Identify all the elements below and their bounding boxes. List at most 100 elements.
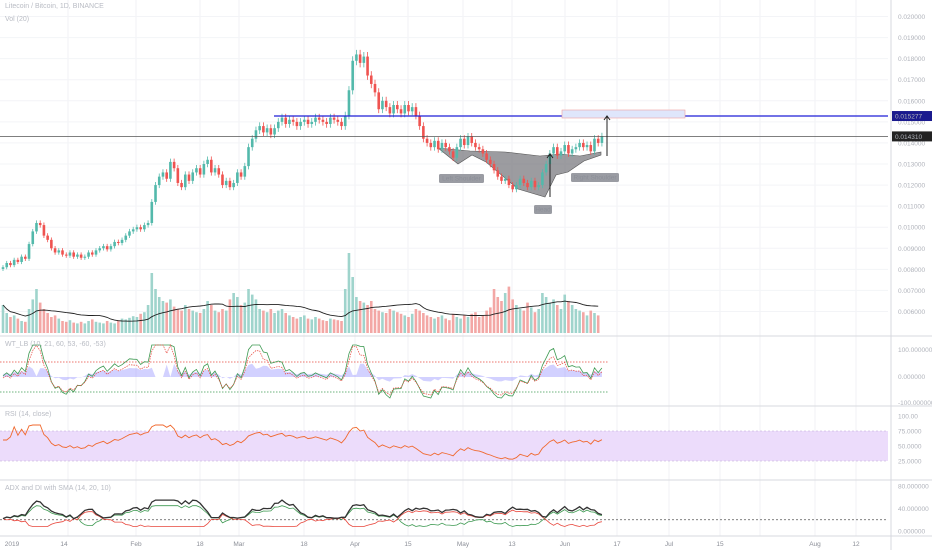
candle-body (455, 147, 459, 158)
candle-body (68, 252, 72, 256)
price-axis-label: 0.016000 (898, 98, 925, 105)
candle-body (325, 121, 328, 124)
volume-bar (407, 317, 410, 333)
candle-body (366, 56, 369, 76)
candle-body (217, 168, 221, 175)
volume-bar (593, 313, 596, 333)
volume-bar (50, 317, 53, 333)
time-axis-label: Aug (809, 541, 821, 548)
volume-bar (5, 313, 9, 333)
candle-body (5, 263, 9, 268)
volume-bar (377, 310, 381, 333)
candle-body (466, 136, 470, 146)
volume-bar (236, 297, 239, 333)
candle-body (87, 252, 90, 257)
volume-bar (552, 299, 555, 333)
candle-body (462, 138, 466, 146)
candle-body (224, 180, 228, 186)
candle-body (113, 241, 116, 247)
candle-body (492, 164, 496, 171)
candle-body (117, 241, 120, 243)
volume-bar (98, 322, 102, 333)
volume-bar (317, 318, 321, 333)
time-axis-label: 17 (613, 541, 621, 548)
volume-bar (526, 302, 529, 333)
volume-bar (250, 294, 254, 333)
candle-body (407, 105, 410, 112)
volume-bar (440, 315, 444, 333)
adx-axis-label: 0.000000 (898, 529, 925, 536)
volume-bar (273, 313, 276, 333)
volume-bar (503, 293, 507, 333)
volume-bar (444, 318, 447, 333)
time-axis-label: 18 (300, 541, 308, 548)
volume-bar (578, 310, 581, 333)
candle-body (206, 159, 209, 164)
candle-body (50, 239, 53, 249)
volume-bar (332, 319, 336, 333)
candle-body (444, 142, 447, 148)
volume-bar (150, 273, 154, 333)
candle-body (503, 178, 507, 181)
volume-bar (165, 302, 168, 333)
candle-body (288, 119, 291, 124)
volume-bar (496, 297, 500, 333)
volume-bar (559, 309, 563, 333)
rsi-axis-label: 100.00 (898, 414, 918, 421)
candle-body (239, 172, 243, 177)
price-axis-label: 0.010000 (898, 225, 925, 232)
candle-body (53, 248, 57, 253)
candle-body (329, 117, 332, 124)
volume-bar (38, 302, 42, 333)
neckline-price-marker: 0.015277 (895, 114, 922, 121)
price-axis-label: 0.020000 (898, 14, 925, 21)
candle-body (489, 159, 492, 164)
volume-bar (555, 305, 559, 333)
candle-body (169, 161, 172, 179)
rsi-band (0, 431, 888, 461)
candle-body (470, 136, 474, 143)
candle-body (12, 259, 16, 266)
volume-bar (515, 305, 518, 333)
candle-body (485, 153, 488, 160)
candle-body (303, 119, 306, 122)
target-arrow-head (603, 115, 611, 121)
volume-bar (9, 317, 12, 333)
price-axis-label: 0.011000 (898, 204, 925, 211)
price-axis-label: 0.009000 (898, 246, 925, 253)
volume-bar (481, 315, 485, 333)
volume-bar (541, 293, 544, 333)
candle-body (35, 222, 38, 232)
volume-bar (31, 299, 35, 333)
volume-bar (105, 321, 109, 333)
volume-bar (276, 310, 280, 333)
candle-body (321, 119, 325, 122)
volume-bar (131, 316, 135, 333)
candle-body (377, 92, 381, 110)
volume-bar (329, 318, 332, 333)
volume-bar (548, 302, 552, 333)
volume-bar (232, 293, 235, 333)
volume-bar (72, 322, 75, 333)
price-axis-label: 0.007000 (898, 288, 925, 295)
candle-body (31, 231, 35, 245)
volume-bar (347, 253, 351, 333)
volume-bar (90, 319, 94, 333)
candle-body (429, 142, 433, 148)
candle-body (436, 140, 440, 150)
volume-bar (61, 321, 64, 333)
candle-body (176, 168, 180, 183)
wt-signal-line (2, 344, 603, 396)
price-axis-label: 0.013000 (898, 162, 925, 169)
volume-bar (269, 309, 273, 333)
volume-bar (492, 289, 496, 333)
volume-bar (157, 297, 161, 333)
price-axis-label: 0.006000 (898, 309, 925, 316)
volume-bar (351, 277, 354, 333)
rsi-axis-label: 50.0000 (898, 444, 922, 451)
volume-bar (176, 309, 180, 333)
rsi-indicator-label: RSI (14, close) (5, 411, 52, 418)
candle-body (124, 235, 128, 240)
